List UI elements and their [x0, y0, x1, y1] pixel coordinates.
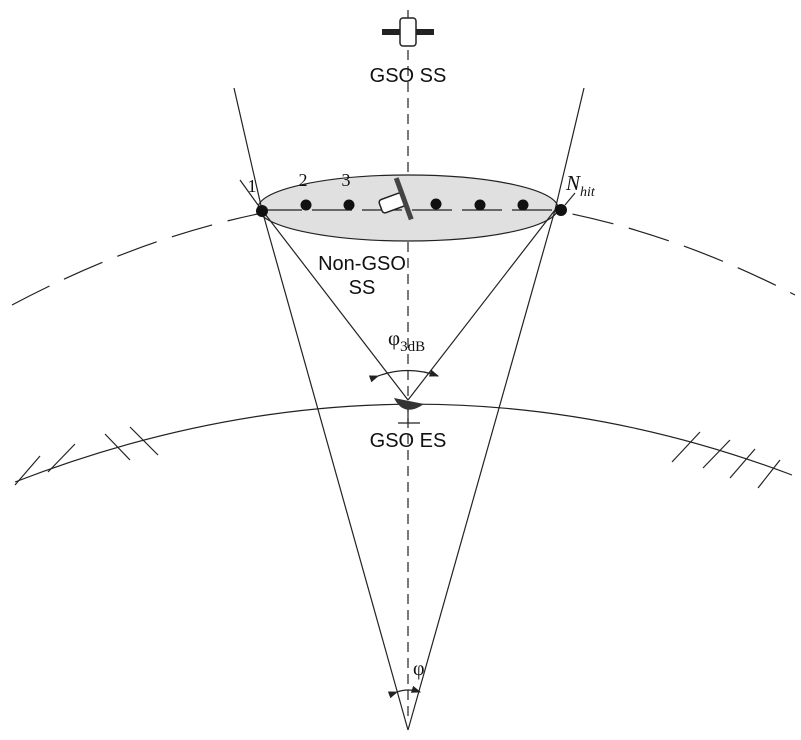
- beam-edge: [233, 87, 263, 211]
- phi-3db-sub: 3dB: [400, 339, 425, 355]
- positions: [256, 198, 567, 217]
- gso-satellite-icon: [382, 10, 434, 47]
- gso-ss-label: GSO SS: [370, 65, 447, 87]
- position-label: 3: [342, 170, 351, 190]
- beam-edge: [554, 87, 585, 211]
- cone-line: [407, 209, 556, 731]
- n-hit-label: Nhit: [565, 171, 596, 200]
- es-beam: [261, 209, 409, 401]
- gso-es-label: GSO ES: [370, 430, 447, 452]
- pointer: [239, 179, 259, 206]
- non-gso-label: Non-GSO: [318, 253, 406, 275]
- angle-3db: [368, 369, 440, 383]
- position-label: 2: [299, 170, 308, 190]
- earth-station-icon: [394, 398, 424, 424]
- position-label: 1: [248, 176, 257, 196]
- non-gso-label: SS: [349, 277, 376, 299]
- n-hit-sub: hit: [580, 185, 596, 200]
- angle-phi: [387, 685, 422, 699]
- phi-3db-main: φ: [388, 326, 400, 350]
- es-beam: [407, 209, 556, 401]
- non-gso-satellite-icon: [378, 177, 414, 221]
- cone-line: [261, 209, 409, 731]
- phi-label: φ: [413, 658, 425, 680]
- phi-3db-label: φ3dB: [388, 326, 425, 355]
- pointer: [564, 192, 576, 206]
- n-hit-main: N: [565, 171, 581, 195]
- hatching: [14, 426, 781, 489]
